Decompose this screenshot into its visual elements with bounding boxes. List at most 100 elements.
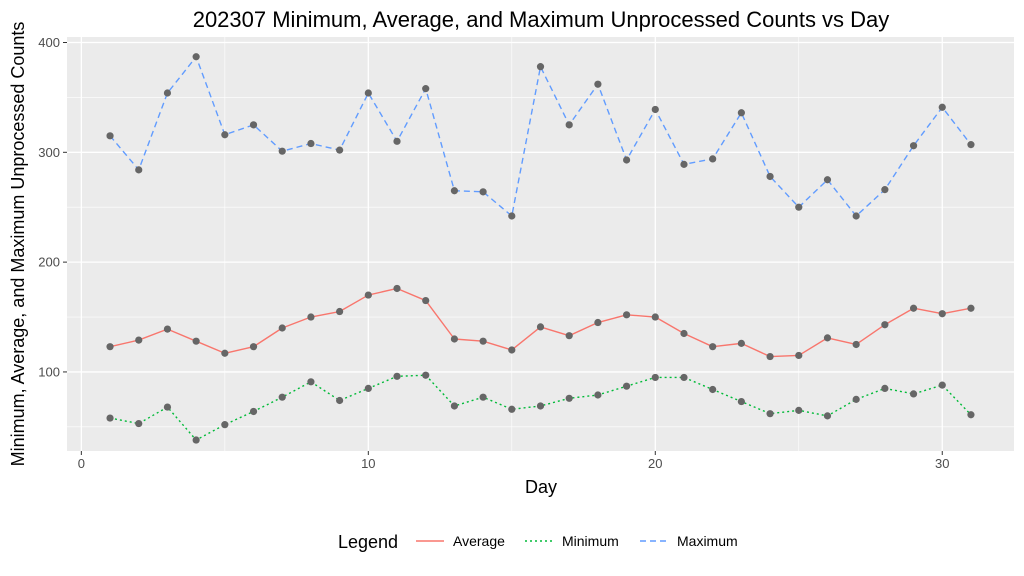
data-point-minimum — [881, 384, 889, 393]
data-point-maximum — [938, 103, 946, 111]
data-point-minimum — [249, 407, 258, 416]
data-point-minimum — [823, 412, 832, 420]
legend-key-minimum — [523, 531, 556, 551]
legend-title: Legend — [338, 532, 398, 552]
data-point-maximum — [823, 176, 832, 184]
data-point-average — [508, 346, 516, 354]
data-point-minimum — [737, 397, 745, 406]
data-point-average — [938, 310, 946, 318]
data-point-average — [479, 337, 487, 345]
y-tick-label: 400 — [38, 35, 60, 50]
data-point-average — [221, 349, 229, 357]
data-point-maximum — [479, 188, 487, 196]
data-point-maximum — [192, 53, 200, 61]
data-point-minimum — [422, 371, 430, 379]
data-point-maximum — [106, 132, 114, 140]
data-point-average — [967, 304, 975, 312]
y-tick-label: 100 — [38, 364, 60, 379]
axes: 0 10 20 30 100 200 300 400 — [38, 35, 949, 471]
data-point-maximum — [336, 146, 344, 154]
data-point-minimum — [594, 391, 602, 399]
data-point-minimum — [479, 393, 487, 401]
data-point-average — [680, 329, 688, 338]
data-point-minimum — [680, 373, 688, 382]
data-point-maximum — [622, 156, 631, 164]
data-point-average — [536, 323, 545, 331]
x-axis-title: Day — [525, 477, 557, 497]
y-axis-title: Minimum, Average, and Maximum Unprocesse… — [8, 22, 28, 467]
data-point-maximum — [393, 137, 401, 145]
data-point-average — [823, 334, 832, 342]
data-point-maximum — [536, 63, 545, 71]
data-point-maximum — [881, 186, 889, 194]
data-point-average — [106, 343, 114, 351]
x-tick-label: 10 — [361, 456, 375, 471]
data-point-average — [594, 318, 602, 327]
data-point-average — [622, 311, 631, 319]
data-point-average — [278, 324, 286, 332]
data-point-minimum — [508, 405, 516, 413]
data-point-maximum — [508, 212, 516, 220]
data-point-average — [249, 343, 258, 351]
data-point-maximum — [709, 155, 717, 163]
data-point-maximum — [307, 139, 315, 148]
data-point-average — [422, 296, 430, 305]
data-point-average — [881, 321, 889, 329]
data-point-minimum — [967, 411, 975, 419]
data-point-minimum — [278, 393, 286, 401]
data-point-minimum — [536, 402, 545, 410]
data-point-minimum — [795, 406, 803, 414]
data-point-minimum — [393, 372, 401, 380]
points-layer — [106, 53, 975, 444]
data-point-minimum — [651, 373, 659, 382]
plot-panel — [67, 37, 1014, 451]
data-point-minimum — [135, 419, 143, 428]
data-point-average — [565, 332, 573, 340]
data-point-average — [364, 291, 372, 299]
data-point-minimum — [622, 382, 631, 390]
chart-title: 202307 Minimum, Average, and Maximum Unp… — [193, 7, 890, 32]
data-point-minimum — [852, 395, 860, 403]
data-point-minimum — [450, 402, 459, 410]
data-point-maximum — [909, 142, 918, 150]
data-point-maximum — [364, 89, 372, 97]
data-point-average — [909, 304, 918, 312]
data-point-average — [192, 337, 200, 345]
data-point-minimum — [106, 414, 114, 422]
data-point-average — [393, 284, 401, 293]
data-point-maximum — [249, 121, 258, 129]
data-point-average — [737, 339, 745, 347]
data-point-maximum — [594, 80, 602, 88]
legend-label-maximum: Maximum — [677, 533, 738, 549]
data-point-minimum — [709, 385, 717, 394]
data-point-average — [450, 335, 459, 343]
data-point-maximum — [737, 109, 745, 117]
data-point-minimum — [192, 436, 200, 444]
data-point-minimum — [364, 384, 372, 393]
x-tick-label: 20 — [648, 456, 662, 471]
data-point-maximum — [221, 131, 229, 139]
data-point-minimum — [336, 396, 344, 405]
data-point-maximum — [852, 212, 860, 220]
data-point-maximum — [680, 160, 688, 168]
data-point-average — [766, 352, 774, 361]
data-point-average — [307, 313, 315, 321]
data-point-average — [336, 307, 344, 316]
data-point-average — [852, 340, 860, 349]
data-point-minimum — [909, 390, 918, 398]
data-point-average — [795, 351, 803, 360]
data-point-minimum — [938, 381, 946, 389]
data-point-maximum — [422, 85, 430, 93]
data-point-maximum — [450, 187, 459, 195]
y-tick-label: 300 — [38, 145, 60, 160]
data-point-minimum — [565, 394, 573, 402]
data-point-maximum — [766, 172, 774, 181]
data-point-minimum — [766, 410, 774, 418]
data-point-average — [135, 336, 143, 344]
data-point-maximum — [651, 105, 659, 114]
data-point-average — [163, 325, 172, 333]
legend-label-average: Average — [453, 533, 505, 549]
data-point-maximum — [135, 166, 143, 174]
x-tick-label: 0 — [78, 456, 85, 471]
